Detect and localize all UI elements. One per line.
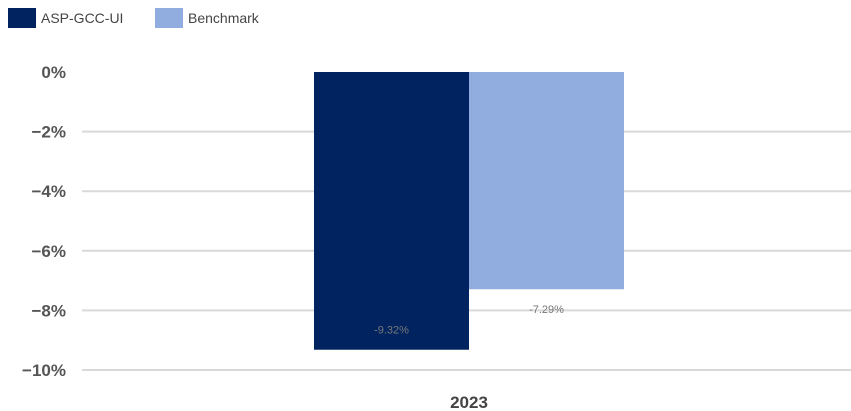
y-tick-label-0: 0% xyxy=(41,63,66,82)
bars xyxy=(314,72,624,350)
y-tick-label-1: −2% xyxy=(32,123,67,142)
legend-swatch-1 xyxy=(155,8,183,28)
x-axis-categories: 2023 xyxy=(450,393,488,411)
y-tick-label-4: −8% xyxy=(32,301,67,320)
legend-label-1: Benchmark xyxy=(188,10,260,26)
data-label-1: -7.29% xyxy=(529,304,564,316)
x-category-label-0: 2023 xyxy=(450,393,488,411)
bar-asp-gcc-ui xyxy=(314,72,469,350)
y-tick-label-5: −10% xyxy=(22,361,66,380)
y-tick-label-2: −4% xyxy=(32,182,67,201)
data-labels: -9.32% -7.29% xyxy=(374,304,564,336)
legend-swatch-0 xyxy=(8,8,36,28)
legend-label-0: ASP-GCC-UI xyxy=(41,10,123,26)
data-label-0: -9.32% xyxy=(374,325,409,337)
y-axis-ticks: 0% −2% −4% −6% −8% −10% xyxy=(22,63,66,380)
legend: ASP-GCC-UI Benchmark xyxy=(8,8,260,28)
bar-benchmark xyxy=(469,72,624,290)
y-tick-label-3: −6% xyxy=(32,242,67,261)
